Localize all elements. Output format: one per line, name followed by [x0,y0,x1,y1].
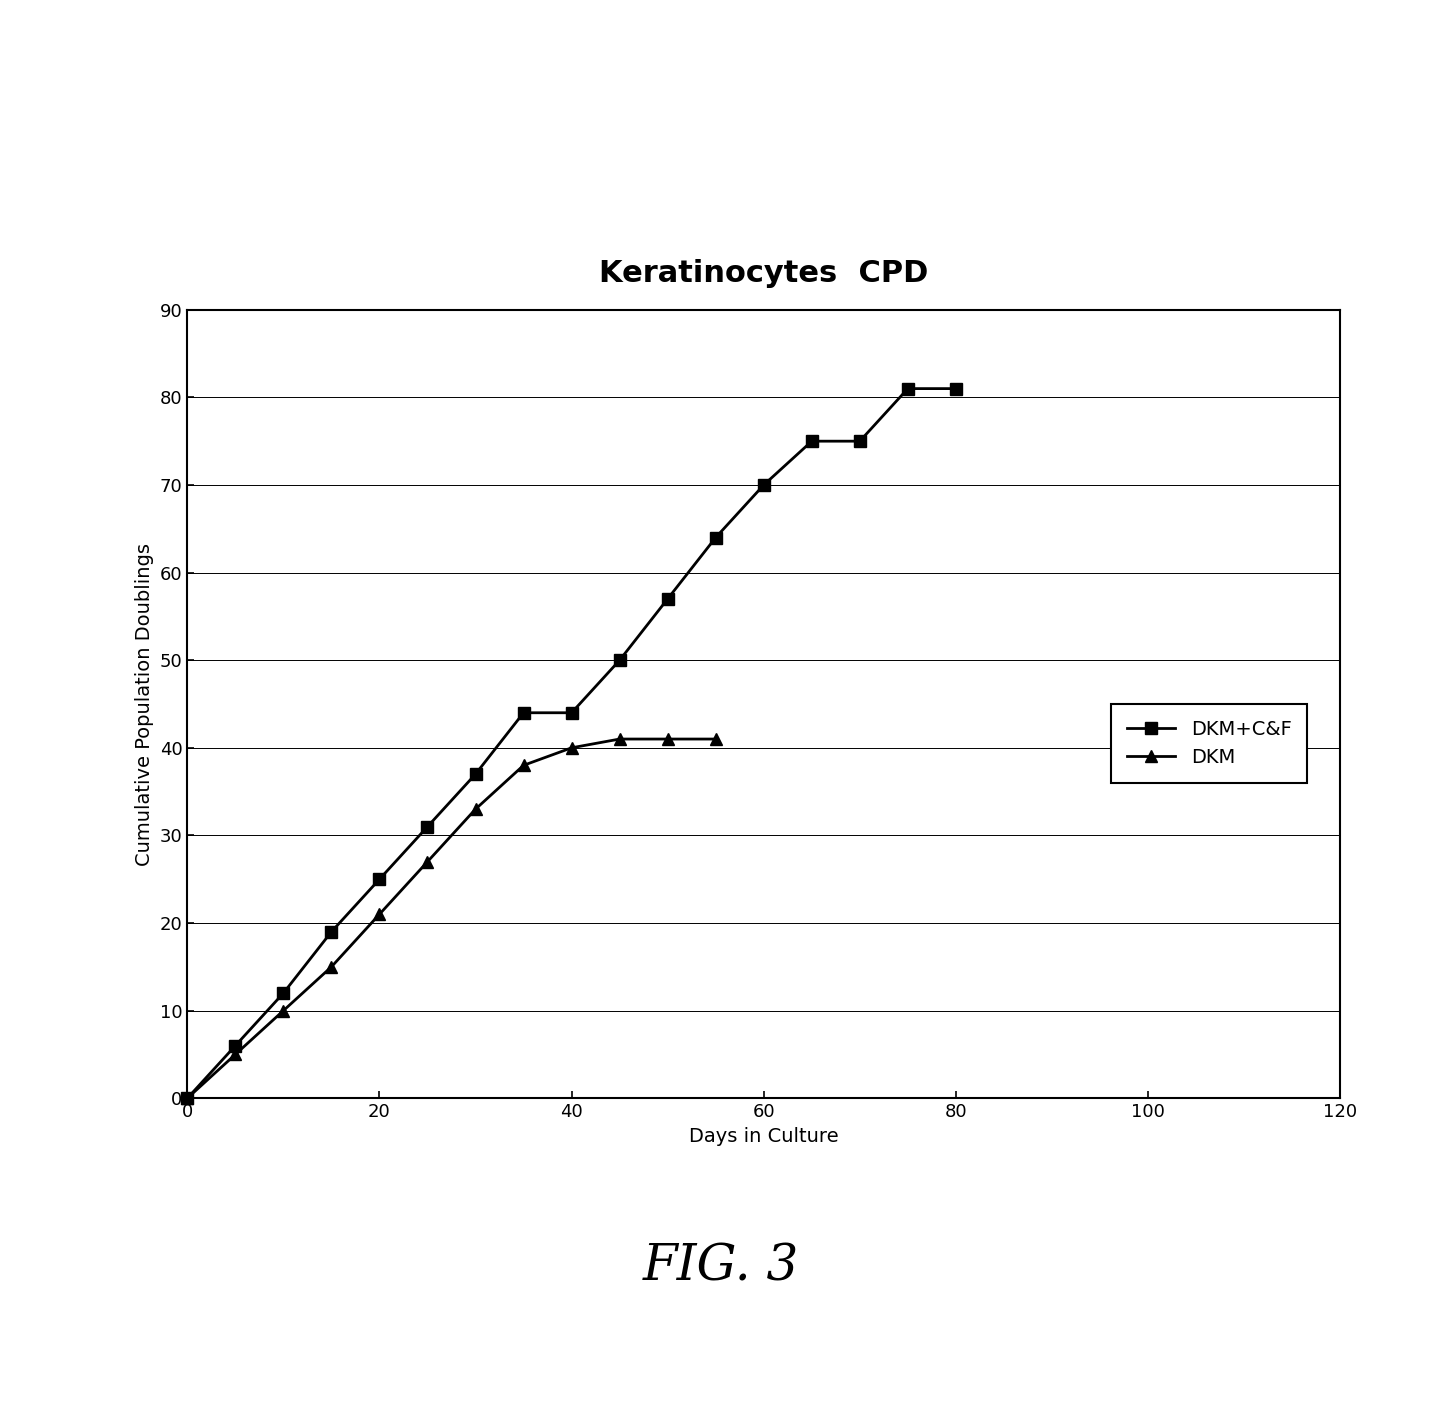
DKM [323,959,340,976]
DKM+C&F [323,924,340,941]
DKM [419,853,437,870]
DKM+C&F [467,766,484,783]
DKM [275,1002,293,1019]
DKM [611,731,628,748]
DKM+C&F [899,380,916,397]
DKM+C&F [563,704,581,721]
DKM [179,1090,196,1107]
DKM+C&F [179,1090,196,1107]
DKM+C&F [708,529,725,546]
Title: Keratinocytes  CPD: Keratinocytes CPD [599,259,928,289]
DKM [563,739,581,756]
DKM+C&F [226,1038,244,1055]
DKM+C&F [755,476,772,493]
DKM [708,731,725,748]
DKM+C&F [611,652,628,669]
DKM+C&F [514,704,532,721]
DKM+C&F [947,380,964,397]
DKM [514,758,532,774]
DKM [659,731,676,748]
Line: DKM: DKM [182,734,722,1104]
Legend: DKM+C&F, DKM: DKM+C&F, DKM [1111,704,1307,783]
DKM [226,1046,244,1063]
X-axis label: Days in Culture: Days in Culture [689,1126,839,1146]
Text: FIG. 3: FIG. 3 [643,1242,798,1293]
DKM+C&F [275,984,293,1001]
DKM+C&F [419,818,437,835]
DKM+C&F [370,870,388,887]
Line: DKM+C&F: DKM+C&F [182,383,961,1104]
DKM [467,801,484,818]
DKM+C&F [852,432,869,449]
DKM+C&F [803,432,820,449]
DKM+C&F [659,590,676,607]
DKM [370,905,388,922]
Y-axis label: Cumulative Population Doublings: Cumulative Population Doublings [135,542,154,866]
